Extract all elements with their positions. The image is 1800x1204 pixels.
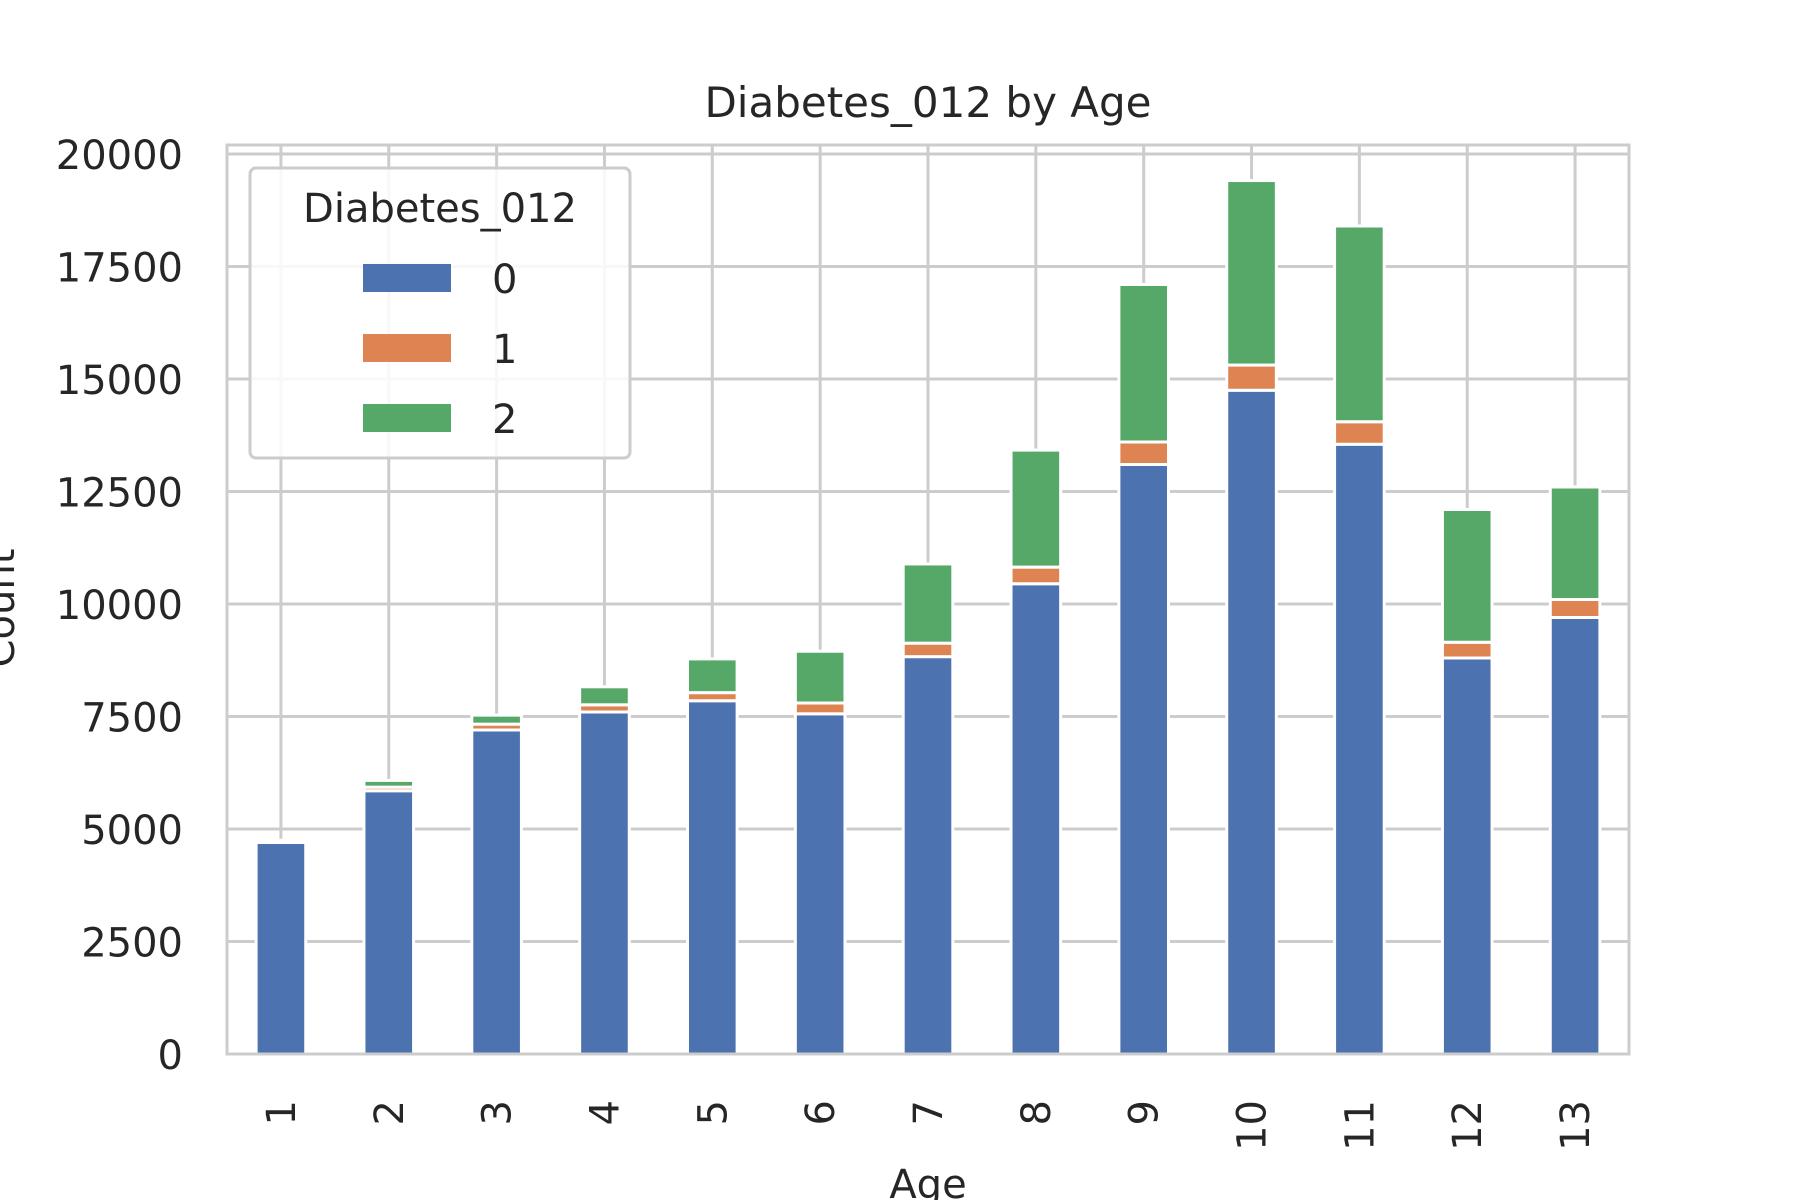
- bar-segment: [1117, 283, 1170, 444]
- bar-segment: [254, 838, 308, 844]
- x-tick-label: 13: [1553, 1100, 1599, 1151]
- x-tick-label: 4: [582, 1100, 628, 1125]
- bar-segment: [793, 712, 847, 1056]
- x-tick-label: 6: [798, 1100, 844, 1125]
- bar-segment: [578, 710, 631, 1056]
- y-tick-label: 0: [158, 1033, 183, 1079]
- x-tick-label: 3: [475, 1100, 521, 1125]
- y-tick-label: 10000: [56, 583, 183, 629]
- bar-segment: [1333, 224, 1386, 424]
- y-tick-label: 5000: [81, 808, 183, 854]
- legend-label: 1: [492, 327, 517, 373]
- x-tick-label: 2: [367, 1100, 413, 1125]
- bar-segment: [1009, 582, 1063, 1056]
- y-axis-label: Count: [0, 549, 24, 668]
- bar-segment: [901, 562, 955, 645]
- bar-segment: [1009, 565, 1063, 586]
- bar-segment: [1225, 179, 1278, 367]
- legend-label: 2: [492, 397, 517, 443]
- bar-segment: [1548, 616, 1602, 1056]
- bar-segment: [793, 649, 847, 705]
- y-tick-label: 2500: [81, 921, 183, 967]
- bar-segment: [793, 701, 847, 716]
- legend-box: [248, 166, 632, 460]
- y-tick-label: 12500: [56, 471, 183, 517]
- bar-segment: [1440, 508, 1494, 644]
- chart-title: Diabetes_012 by Age: [704, 78, 1151, 127]
- bars-layer: [254, 179, 1602, 1056]
- y-tick-label: 20000: [56, 133, 183, 179]
- bar-segment: [362, 789, 416, 1056]
- bar-segment: [362, 778, 416, 789]
- bar-segment: [686, 657, 739, 695]
- bar-segment: [1333, 420, 1386, 446]
- bar-segment: [1440, 640, 1494, 660]
- x-tick-label: 11: [1337, 1100, 1383, 1151]
- y-tick-label: 7500: [81, 696, 183, 742]
- bar-segment: [1009, 448, 1063, 569]
- bar-segment: [1117, 463, 1170, 1056]
- legend-swatch: [363, 334, 451, 362]
- y-tick-labels: 0 2500 5000 7500 10000 12500 15000 17500 20000: [56, 133, 183, 1079]
- x-tick-label: 10: [1230, 1100, 1276, 1151]
- y-tick-label: 17500: [56, 246, 183, 292]
- x-tick-label: 1: [259, 1100, 305, 1125]
- bar-segment: [1548, 598, 1602, 619]
- legend-items: 0 1 2: [363, 257, 517, 443]
- bar-segment: [578, 685, 631, 707]
- legend-title: Diabetes_012: [303, 186, 577, 232]
- bar-segment: [901, 641, 955, 659]
- bar-segment: [1548, 485, 1602, 601]
- legend-swatch: [363, 264, 451, 292]
- legend-label: 0: [492, 257, 517, 303]
- bar-segment: [1117, 440, 1170, 466]
- x-tick-label: 7: [906, 1100, 952, 1125]
- legend-swatch: [363, 404, 451, 432]
- bar-segment: [1225, 388, 1278, 1056]
- x-tick-label: 8: [1014, 1100, 1060, 1125]
- bar-segment: [470, 713, 523, 726]
- bar-segment: [470, 728, 523, 1056]
- legend: Diabetes_012 0 1 2: [248, 166, 632, 460]
- y-tick-label: 15000: [56, 358, 183, 404]
- x-tick-label: 12: [1445, 1100, 1491, 1151]
- bar-segment: [901, 655, 955, 1056]
- bar-segment: [254, 841, 308, 1056]
- x-tick-labels: 1 2 3 4 5 6 7 8 9 10 11 12 13: [259, 1100, 1599, 1151]
- bar-segment: [686, 699, 739, 1056]
- bar-segment: [1440, 656, 1494, 1056]
- x-tick-label: 5: [690, 1100, 736, 1125]
- x-axis-label: Age: [889, 1162, 966, 1200]
- bar-segment: [1333, 442, 1386, 1056]
- x-tick-label: 9: [1122, 1100, 1168, 1125]
- bar-segment: [1225, 363, 1278, 392]
- plot-frame: [225, 143, 1631, 1056]
